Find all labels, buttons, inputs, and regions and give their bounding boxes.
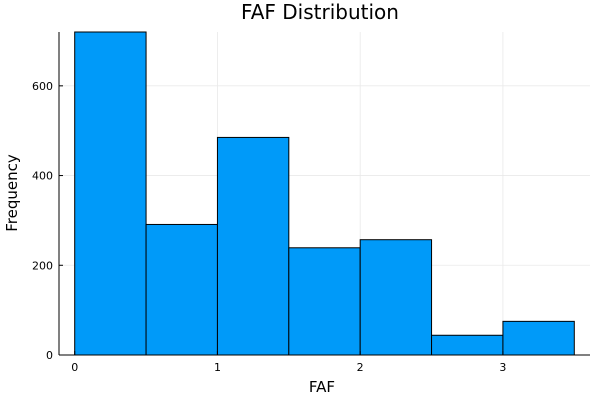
- histogram-bar: [502, 320, 575, 356]
- x-tick-label: 0: [71, 361, 78, 374]
- histogram-bars: [74, 31, 575, 356]
- histogram-bar: [216, 136, 290, 356]
- x-tick-label: 1: [214, 361, 221, 374]
- x-tick-label: 3: [499, 361, 506, 374]
- y-tick-label: 600: [32, 80, 53, 93]
- axes: [58, 32, 590, 356]
- y-tick-label: 400: [32, 170, 53, 183]
- histogram-bar: [359, 239, 433, 356]
- histogram-bar: [74, 31, 147, 356]
- histogram-bar: [288, 247, 361, 356]
- chart-title: FAF Distribution: [241, 0, 399, 24]
- y-tick-label: 0: [46, 349, 53, 362]
- tick-labels: 0 1 2 3 0 200 400 600: [32, 80, 506, 374]
- x-axis-title: FAF: [309, 378, 335, 396]
- y-axis-title: Frequency: [3, 154, 21, 232]
- histogram-bar: [431, 334, 504, 356]
- histogram-bar: [145, 223, 218, 356]
- x-tick-label: 2: [357, 361, 364, 374]
- y-tick-label: 200: [32, 259, 53, 272]
